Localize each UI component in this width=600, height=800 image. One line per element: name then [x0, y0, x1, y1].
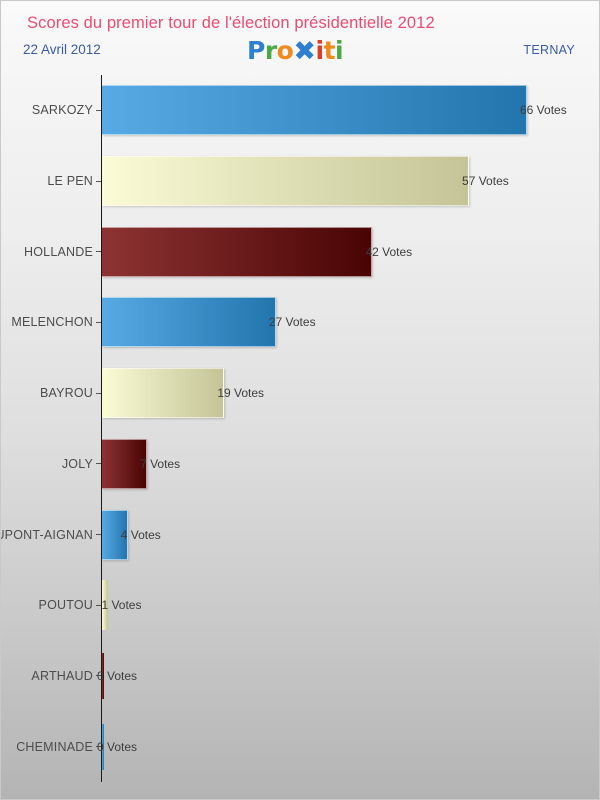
bar-le pen[interactable] [102, 156, 470, 207]
bar-value-label: 42 Votes [365, 244, 413, 259]
logo-letter-r: r [264, 36, 277, 65]
chart-scope-label: TERNAY [523, 43, 575, 57]
bar-bayrou[interactable] [102, 368, 225, 419]
category-label: BAYROU [39, 386, 93, 401]
logo-letter-i2: i [335, 36, 344, 65]
bar-melenchon[interactable] [102, 297, 276, 348]
chart-header: Scores du premier tour de l'élection pré… [1, 1, 599, 75]
logo-letter-x: ✖ [293, 36, 316, 67]
bar-row: HOLLANDE 42 Votes [1, 216, 599, 287]
axis-tick [96, 109, 101, 111]
chart-date-label: 22 Avril 2012 [23, 42, 101, 57]
bar-row: LE PEN 57 Votes [1, 146, 599, 217]
category-label: DUPONT-AIGNAN [1, 527, 93, 542]
bar-hollande[interactable] [102, 226, 373, 277]
bar-row: BAYROU 19 Votes [1, 358, 599, 429]
axis-tick [96, 675, 101, 677]
bar-value-label: 27 Votes [268, 315, 316, 330]
bar-row: POUTOU 1 Votes [1, 570, 599, 641]
bar-row: CHEMINADE 0 Votes [1, 711, 599, 782]
axis-tick [96, 392, 101, 394]
category-label: HOLLANDE [24, 244, 93, 259]
bar-value-label: 0 Votes [97, 739, 138, 754]
bar-arthaud[interactable] [102, 652, 104, 699]
bar-row: JOLY 7 Votes [1, 429, 599, 500]
proxiti-logo[interactable]: Pro✖iti [247, 36, 344, 67]
bar-row: DUPONT-AIGNAN 4 Votes [1, 499, 599, 570]
axis-tick [96, 463, 101, 465]
axis-tick [96, 604, 101, 606]
bar-value-label: 66 Votes [520, 103, 567, 118]
chart-plot-area: SARKOZY 66 Votes LE PEN 57 Votes HOLLANDE 42 … [1, 75, 599, 799]
category-label: ARTHAUD [31, 668, 93, 683]
bar-value-label: 57 Votes [462, 174, 509, 189]
bar-dupont-aignan[interactable] [102, 509, 128, 560]
category-label: POUTOU [38, 598, 93, 613]
bar-value-label: 19 Votes [217, 386, 265, 401]
bar-cheminade[interactable] [102, 723, 104, 770]
logo-letter-t: t [323, 36, 336, 65]
bar-value-label: 0 Votes [97, 668, 138, 683]
logo-letter-p: P [247, 36, 265, 65]
category-label: SARKOZY [31, 103, 93, 118]
axis-tick [96, 534, 101, 536]
page-title: Scores du premier tour de l'élection pré… [27, 14, 435, 32]
axis-tick [96, 180, 101, 182]
bar-joly[interactable] [102, 438, 148, 489]
category-label: CHEMINADE [16, 739, 93, 754]
logo-letter-o: o [276, 36, 294, 65]
bar-value-label: 1 Votes [101, 598, 142, 613]
bar-value-label: 7 Votes [140, 456, 181, 471]
category-label: MELENCHON [11, 315, 93, 330]
bar-sarkozy[interactable] [102, 85, 527, 136]
axis-tick [96, 251, 101, 253]
axis-tick [96, 746, 101, 748]
y-axis-line [101, 75, 102, 782]
category-label: LE PEN [47, 174, 93, 189]
axis-tick [96, 321, 101, 323]
logo-letter-i1: i [315, 36, 324, 65]
bar-row: ARTHAUD 0 Votes [1, 641, 599, 712]
category-label: JOLY [61, 456, 93, 471]
bar-row: MELENCHON 27 Votes [1, 287, 599, 358]
bar-row: SARKOZY 66 Votes [1, 75, 599, 146]
bar-poutou[interactable] [102, 580, 109, 631]
bar-value-label: 4 Votes [120, 527, 161, 542]
